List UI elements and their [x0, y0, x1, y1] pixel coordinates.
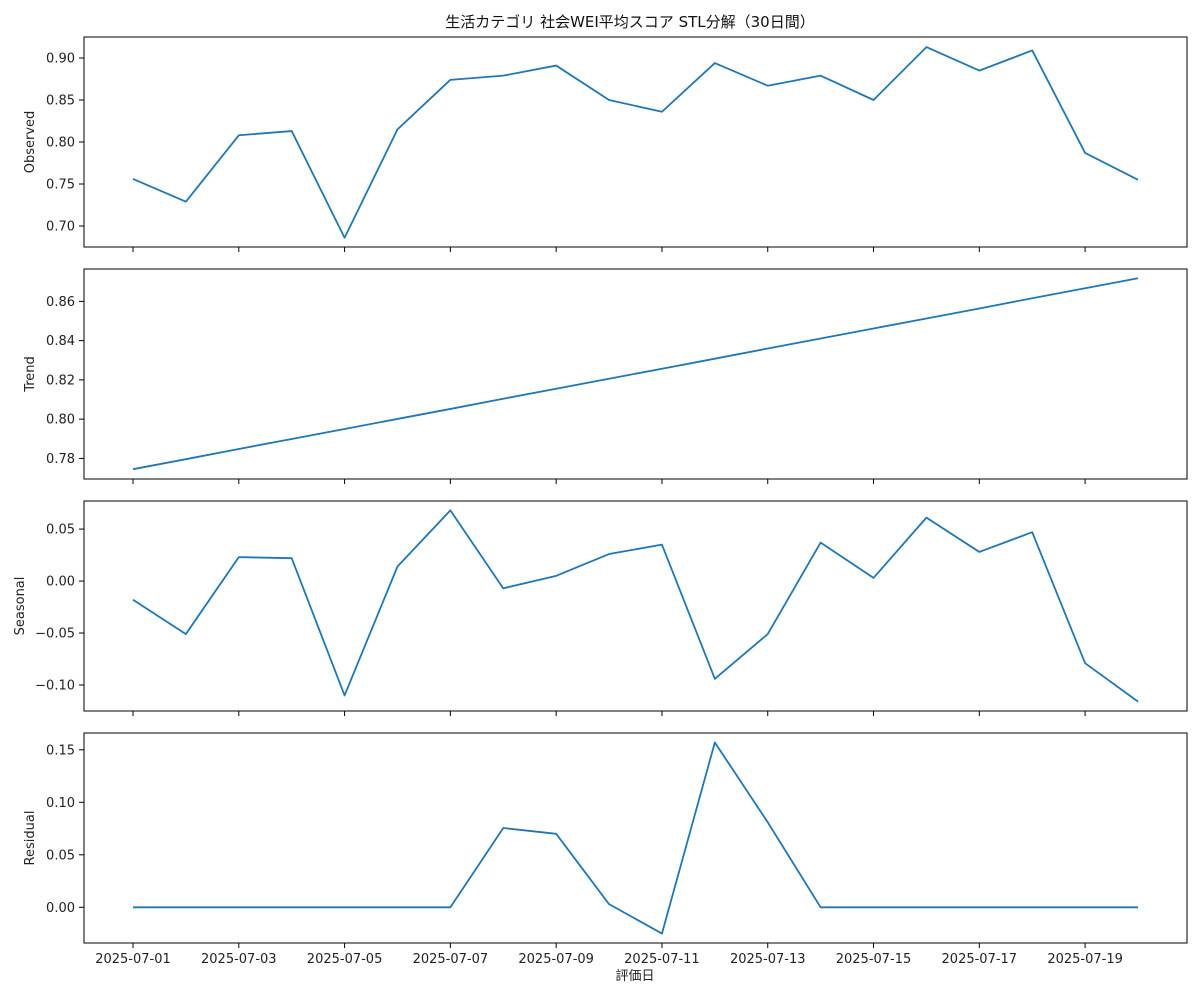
chart-title: 生活カテゴリ 社会WEI平均スコア STL分解（30日間）: [445, 13, 814, 31]
x-tick-label: 2025-07-01: [95, 952, 171, 967]
y-tick-label: 0.80: [46, 413, 75, 428]
y-tick-label: 0.90: [46, 52, 75, 67]
y-tick-label: −0.10: [35, 679, 75, 694]
x-tick-label: 2025-07-05: [307, 952, 383, 967]
x-tick-label: 2025-07-07: [413, 952, 489, 967]
panel-frame: [83, 732, 1188, 944]
y-axis-title: Seasonal: [13, 577, 28, 636]
y-tick-label: −0.05: [35, 627, 75, 642]
y-tick-label: 0.00: [46, 575, 75, 590]
y-axis-title: Observed: [23, 111, 38, 174]
y-tick-label: 0.75: [46, 178, 75, 193]
y-axis-title: Trend: [23, 356, 38, 393]
y-tick-label: 0.85: [46, 94, 75, 109]
y-tick-label: 0.70: [46, 220, 75, 235]
y-tick-label: 0.10: [46, 796, 75, 811]
panel-frame: [83, 268, 1188, 480]
y-tick-label: 0.78: [46, 452, 75, 467]
panel-frame: [83, 36, 1188, 248]
series-line-trend: [132, 277, 1139, 471]
y-tick-label: 0.84: [46, 334, 75, 349]
y-tick-label: 0.05: [46, 848, 75, 863]
panel-frame: [83, 500, 1188, 712]
panel-seasonal: −0.10 −0.05 0.00 0.05 Seasonal: [13, 500, 1188, 716]
x-axis-title: 評価日: [615, 969, 654, 984]
x-tick-label: 2025-07-19: [1047, 952, 1123, 967]
y-tick-label: 0.05: [46, 523, 75, 538]
y-axis-title: Residual: [23, 811, 38, 866]
y-tick-label: 0.00: [46, 901, 75, 916]
panel-residual: 0.00 0.05 0.10 0.15 Residual 2025-07-01 2025-0…: [23, 732, 1188, 967]
series-line-observed: [132, 46, 1139, 239]
panel-observed: 0.70 0.75 0.80 0.85 0.90 Observed: [23, 36, 1188, 252]
panels-group: 0.70 0.75 0.80 0.85 0.90 Observed 0.78 0.80 0.82…: [13, 36, 1188, 967]
y-tick-label: 0.86: [46, 295, 75, 310]
series-line-residual: [133, 741, 1138, 935]
series-line-seasonal: [132, 509, 1139, 703]
x-tick-label: 2025-07-03: [201, 952, 277, 967]
x-tick-label: 2025-07-09: [518, 952, 594, 967]
x-tick-label: 2025-07-17: [942, 952, 1018, 967]
x-tick-label: 2025-07-15: [836, 952, 912, 967]
y-tick-label: 0.80: [46, 136, 75, 151]
panel-trend: 0.78 0.80 0.82 0.84 0.86 Trend: [23, 268, 1188, 484]
y-tick-label: 0.15: [46, 743, 75, 758]
y-tick-label: 0.82: [46, 373, 75, 388]
x-tick-label: 2025-07-11: [624, 952, 700, 967]
x-tick-label: 2025-07-13: [730, 952, 806, 967]
